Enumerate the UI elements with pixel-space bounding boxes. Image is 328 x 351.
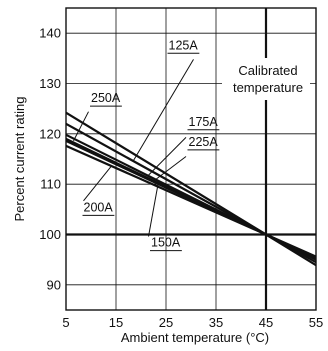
x-tick-label: 55 xyxy=(309,315,323,330)
plot-frame xyxy=(65,7,317,311)
y-tick-label: 110 xyxy=(40,177,61,192)
series-labels: 125A 250A 175A 225A 200A 150A xyxy=(84,38,219,249)
x-tick-label: 15 xyxy=(109,315,123,330)
y-tick-label: 140 xyxy=(39,26,61,41)
calibrated-temperature-annotation: Calibrated temperature xyxy=(222,58,310,100)
annotation-background xyxy=(222,58,310,100)
leader-line xyxy=(148,181,159,237)
series-label-125A: 125A xyxy=(169,38,199,52)
x-axis-title: Ambient temperature (°C) xyxy=(121,330,269,345)
y-tick-label: 100 xyxy=(39,227,61,242)
annotation-line: temperature xyxy=(233,80,303,95)
y-tick-label: 90 xyxy=(47,277,61,292)
leader-line xyxy=(133,59,194,161)
leader-line xyxy=(83,166,112,202)
leader-line xyxy=(73,111,89,142)
leader-line xyxy=(153,156,187,182)
series-label-175A: 175A xyxy=(189,115,219,129)
series-lines xyxy=(65,111,317,267)
y-tick-label: 130 xyxy=(39,76,61,91)
series-label-250A: 250A xyxy=(91,91,121,105)
annotation-line: Calibrated xyxy=(238,63,297,78)
tick-labels: 5 15 25 35 45 55 90 100 110 120 130 140 xyxy=(39,26,323,330)
x-tick-label: 25 xyxy=(159,315,173,330)
series-label-200A: 200A xyxy=(84,200,114,214)
x-tick-label: 35 xyxy=(209,315,223,330)
series-label-150A: 150A xyxy=(151,236,181,250)
series-line-150A xyxy=(65,144,317,258)
label-leaders xyxy=(73,52,220,252)
x-tick-label: 45 xyxy=(259,315,273,330)
y-tick-label: 120 xyxy=(39,126,61,141)
series-label-225A: 225A xyxy=(189,135,219,149)
leader-line xyxy=(148,137,187,176)
x-tick-label: 5 xyxy=(62,315,69,330)
y-axis-title: Percent current rating xyxy=(12,96,27,221)
